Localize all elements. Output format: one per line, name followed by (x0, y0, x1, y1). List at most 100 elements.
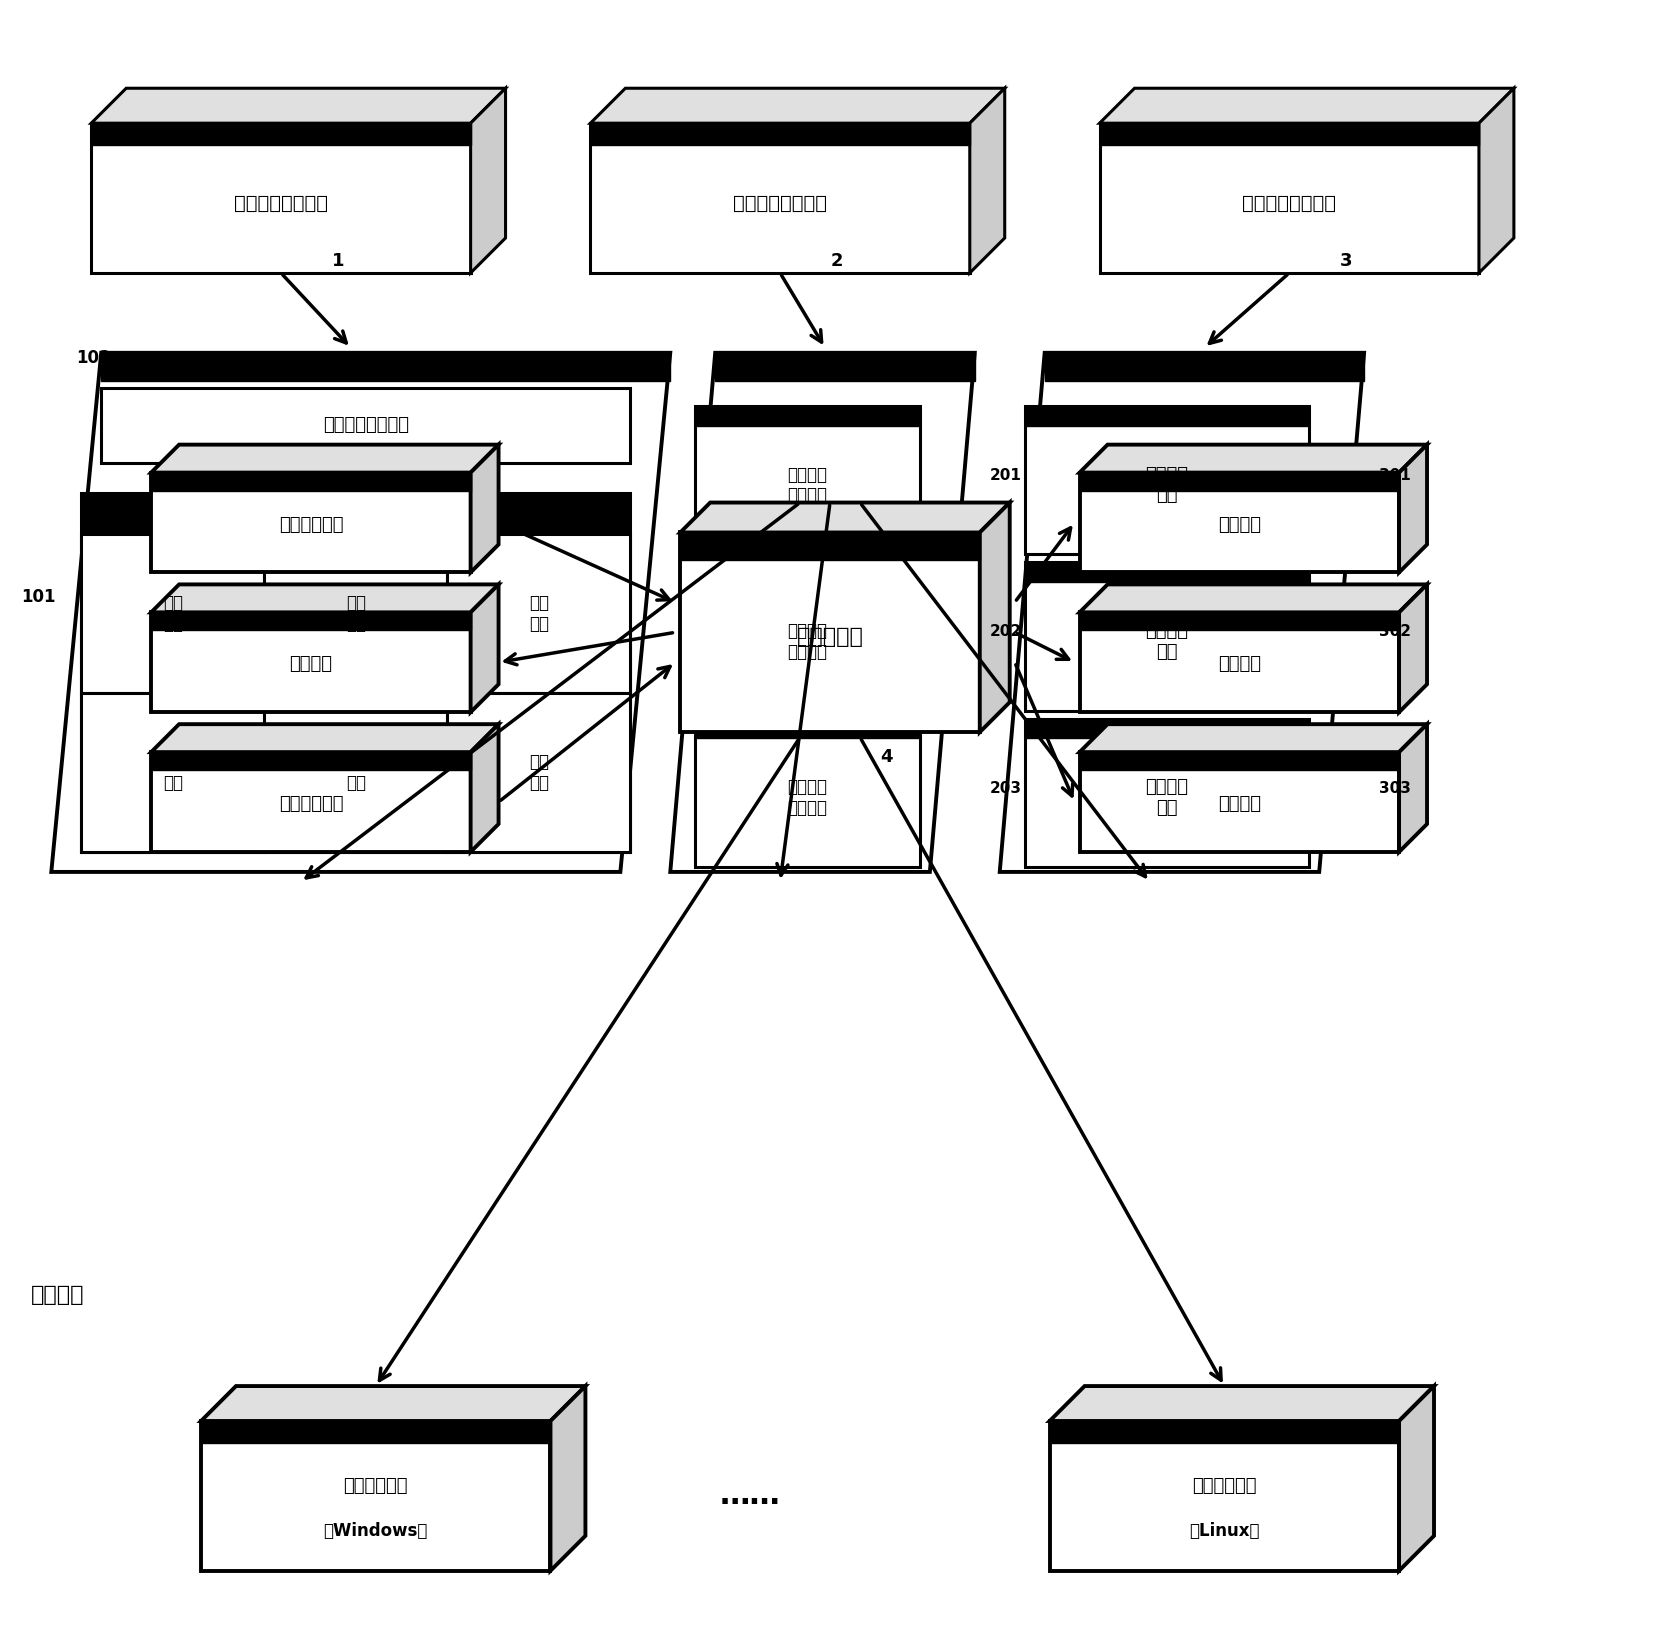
Text: （Windows）: （Windows） (323, 1521, 428, 1540)
Text: 测试
对象: 测试 对象 (529, 753, 548, 791)
Polygon shape (680, 502, 1010, 532)
Polygon shape (1099, 88, 1514, 124)
Polygon shape (1079, 472, 1398, 491)
Text: 测试中间件: 测试中间件 (796, 628, 864, 648)
Text: 文件服务: 文件服务 (1216, 656, 1260, 674)
Text: 结果处理
单元: 结果处理 单元 (1144, 466, 1188, 504)
Polygon shape (81, 694, 264, 852)
Polygon shape (470, 444, 499, 573)
Polygon shape (264, 535, 447, 694)
Polygon shape (470, 88, 506, 273)
Polygon shape (202, 1386, 585, 1421)
Polygon shape (81, 492, 630, 852)
Text: 测试数据库: 测试数据库 (331, 504, 381, 522)
Polygon shape (91, 124, 470, 273)
Text: 2: 2 (830, 253, 843, 269)
Text: 303: 303 (1378, 781, 1410, 796)
Polygon shape (151, 472, 470, 491)
Polygon shape (1048, 1421, 1398, 1571)
Polygon shape (1025, 406, 1309, 553)
Text: 201: 201 (990, 468, 1021, 482)
Polygon shape (1398, 724, 1426, 852)
Text: 302: 302 (1378, 624, 1410, 639)
Polygon shape (1398, 444, 1426, 573)
Text: 环境检测服务: 环境检测服务 (279, 515, 343, 534)
Polygon shape (696, 562, 919, 710)
Polygon shape (151, 752, 470, 852)
Text: 测试
用例: 测试 用例 (346, 595, 366, 633)
Text: 203: 203 (990, 781, 1021, 796)
Text: 测试
文档: 测试 文档 (163, 753, 183, 791)
Polygon shape (590, 124, 969, 145)
Text: 1: 1 (331, 253, 344, 269)
Polygon shape (202, 1421, 549, 1442)
Text: 测试结果评估模块: 测试结果评估模块 (1242, 193, 1336, 213)
Polygon shape (151, 585, 499, 613)
Polygon shape (714, 354, 974, 380)
Polygon shape (1099, 124, 1478, 145)
Text: 202: 202 (990, 624, 1021, 639)
Polygon shape (151, 613, 470, 631)
Polygon shape (1099, 124, 1478, 273)
Text: 进程服务: 进程服务 (1216, 795, 1260, 813)
Polygon shape (1478, 88, 1514, 273)
Polygon shape (151, 444, 499, 472)
Text: 测试执行控制模块: 测试执行控制模块 (732, 193, 827, 213)
Text: 测试数据准备模块: 测试数据准备模块 (234, 193, 328, 213)
Polygon shape (979, 502, 1010, 732)
Polygon shape (1079, 724, 1426, 752)
Text: 测试异常
处理单元: 测试异常 处理单元 (788, 778, 827, 818)
Polygon shape (151, 752, 470, 770)
Polygon shape (202, 1421, 549, 1571)
Polygon shape (1025, 719, 1309, 738)
Polygon shape (1025, 562, 1309, 710)
Polygon shape (1043, 354, 1364, 380)
Polygon shape (1079, 752, 1398, 852)
Text: 测试评估
单元: 测试评估 单元 (1144, 778, 1188, 818)
Polygon shape (680, 532, 979, 732)
Polygon shape (151, 724, 499, 752)
Polygon shape (151, 472, 470, 573)
Text: 测试
任务: 测试 任务 (529, 595, 548, 633)
Text: 测试执行代理: 测试执行代理 (1191, 1477, 1257, 1495)
Polygon shape (1048, 1386, 1433, 1421)
Text: 测试
结果: 测试 结果 (346, 753, 366, 791)
Text: 101: 101 (22, 588, 55, 606)
Text: 3: 3 (1339, 253, 1352, 269)
Polygon shape (696, 406, 919, 426)
Polygon shape (1025, 562, 1309, 582)
Polygon shape (101, 388, 630, 463)
Polygon shape (1048, 1421, 1398, 1442)
Polygon shape (91, 124, 470, 145)
Text: ……: …… (719, 1482, 780, 1510)
Polygon shape (470, 724, 499, 852)
Text: 测试执行代理: 测试执行代理 (343, 1477, 408, 1495)
Text: 4: 4 (879, 748, 892, 767)
Polygon shape (680, 532, 979, 560)
Polygon shape (447, 535, 630, 694)
Polygon shape (590, 124, 969, 273)
Polygon shape (447, 694, 630, 852)
Text: 102: 102 (76, 349, 111, 367)
Polygon shape (91, 88, 506, 124)
Text: 测试过程
监控单元: 测试过程 监控单元 (788, 466, 827, 504)
Polygon shape (1079, 444, 1426, 472)
Polygon shape (81, 535, 264, 694)
Polygon shape (1079, 752, 1398, 770)
Text: 301: 301 (1378, 468, 1410, 482)
Polygon shape (1079, 613, 1398, 712)
Text: （Linux）: （Linux） (1188, 1521, 1258, 1540)
Text: 时间服务: 时间服务 (1216, 515, 1260, 534)
Text: 异常服务: 异常服务 (289, 656, 333, 674)
Polygon shape (696, 406, 919, 553)
Polygon shape (470, 585, 499, 712)
Polygon shape (1000, 354, 1364, 872)
Polygon shape (1079, 472, 1398, 573)
Text: 测试监控服务: 测试监控服务 (279, 795, 343, 813)
Polygon shape (549, 1386, 585, 1571)
Polygon shape (52, 354, 670, 872)
Polygon shape (101, 354, 670, 380)
Polygon shape (969, 88, 1005, 273)
Text: 结果统计
单元: 结果统计 单元 (1144, 621, 1188, 661)
Polygon shape (1079, 585, 1426, 613)
